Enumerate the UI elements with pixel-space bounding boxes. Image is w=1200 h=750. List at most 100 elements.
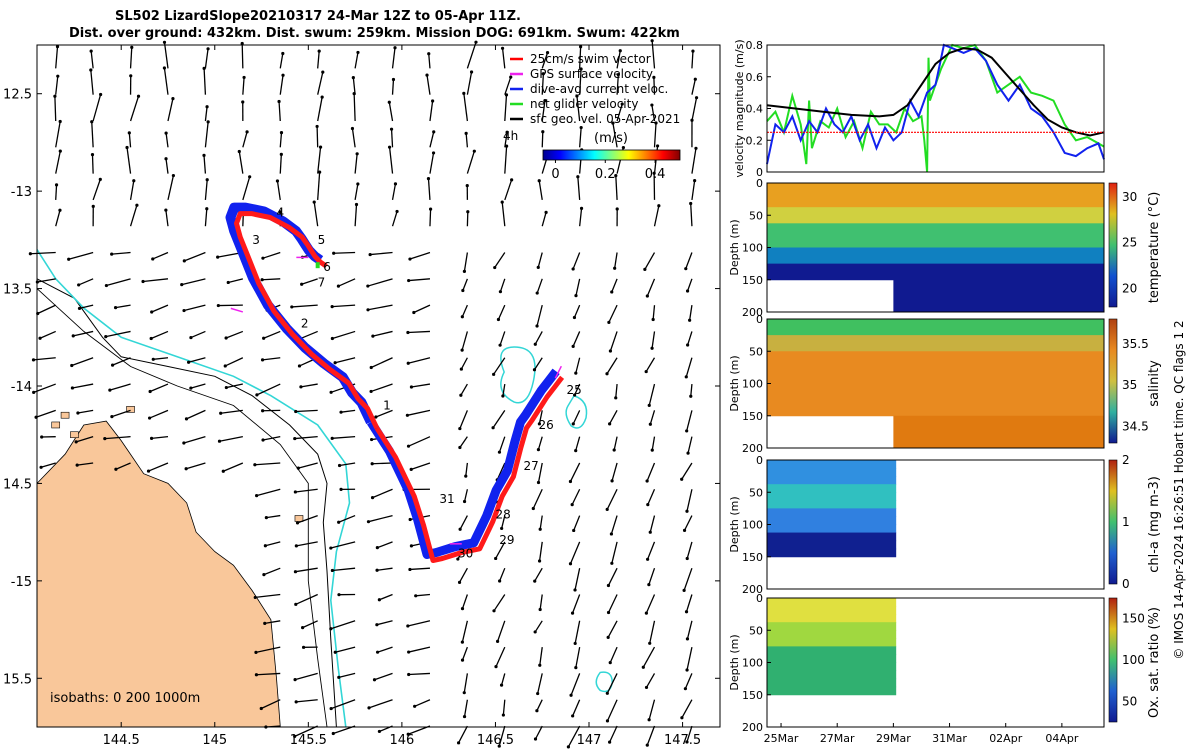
geo-vector [652,305,656,320]
geo-vector-head [263,621,267,625]
geo-vector [649,410,656,425]
geo-vector-head [641,665,645,669]
geo-vector-head [408,517,412,522]
geo-vector [377,541,393,549]
geo-vector [463,252,469,272]
colorbar-label-0: temperature (°C) [1147,192,1162,304]
profile-ylabel-0: Depth (m) [728,219,741,275]
geo-vector [407,330,430,334]
geo-vector [534,725,543,740]
geo-vector [536,699,543,711]
geo-vector-head [680,716,684,720]
geo-vector-head [216,255,220,259]
velocity-ytick-label-0: 0 [756,166,763,179]
geo-vector [295,593,318,605]
profile-band [767,359,1104,368]
geo-vector-head [461,288,465,293]
geo-vector-head [456,741,461,745]
legend-label-2: dive-avg current veloc. [530,82,668,96]
geo-vector-head [141,279,145,284]
geo-vector-head [610,561,614,565]
time-tick-label-3: 31Mar [932,732,967,745]
geo-vector [539,515,543,530]
geo-vector [411,383,431,388]
geo-vector [683,567,693,591]
geo-vector-head [262,336,266,340]
geo-vector [539,594,543,610]
geo-vector [686,725,693,743]
geo-vector [37,304,56,315]
geo-vector [609,331,618,352]
geo-vector-head [460,348,464,352]
geo-vector-head [110,252,114,256]
geo-vector-head [579,45,583,49]
footer-group: © IMOS 14-Apr-2024 16:26:51 Hobart time.… [1172,320,1186,659]
geo-vector [575,436,581,451]
geo-vector [499,331,506,346]
geo-vector-head [333,361,337,365]
depth-tick-label: 0 [756,592,763,605]
geo-vector-head [318,170,322,174]
geo-vector-head [369,389,373,394]
geo-vector [497,304,506,320]
track-swim-a [234,211,380,430]
geo-vector [54,96,57,122]
geo-vector [183,436,206,444]
geo-vector [685,357,693,378]
profile-deep-band [893,415,1104,448]
geo-vector-head [125,145,129,150]
geo-vector-head [606,635,610,639]
geo-vector-head [375,546,379,550]
geo-vector-head [331,731,335,736]
map-ytick-label-0: 12.5 [3,88,32,103]
geo-vector-head [569,693,573,697]
geo-vector [151,436,169,440]
geo-vector [163,67,169,95]
geo-vector-head [691,49,695,53]
geo-vector-head [293,570,298,574]
geo-vector [572,331,581,347]
geo-vector-head [337,463,342,468]
geo-vector [330,541,356,549]
geo-vector-head [104,335,108,339]
geo-vector-head [58,119,62,124]
geo-vector-head [643,267,647,271]
geo-vector [68,251,94,260]
map-ytick-label-6: 15.5 [3,672,32,687]
geo-vector-head [680,477,684,481]
track-label-25: 25 [567,383,582,397]
geo-vector [302,620,318,629]
geo-vector [690,203,693,227]
geo-vector-head [77,283,81,287]
geo-vector-head [330,568,334,573]
geo-vector-head [329,706,333,711]
geo-vector-head [579,67,583,71]
time-tick-label-5: 04Apr [1045,732,1079,745]
geo-vector [537,673,543,694]
geo-vector [607,594,618,613]
geo-vector [611,462,618,482]
geo-vector-head [91,204,95,208]
geo-vector-head [113,306,118,310]
geo-vector [651,436,656,451]
profile-band [767,271,1104,281]
track-label-29: 29 [499,533,514,547]
profile-band [767,407,1104,417]
geo-vector [106,278,131,287]
island-4 [126,406,135,413]
geo-vector [55,121,61,148]
geo-vector [301,278,318,285]
geo-vector [77,409,94,414]
geo-vector-head [369,365,373,370]
geo-vector [538,410,543,424]
geo-vector-head [536,448,541,452]
geo-vector [296,699,318,703]
geo-vector-head [498,343,502,347]
geo-vector-head [264,515,268,520]
geo-vector [493,357,506,375]
geo-vector-head [320,95,324,99]
track-label-1: 1 [383,398,391,412]
geo-vector-head [408,567,412,572]
geo-vector-head [458,445,462,450]
geo-vector [574,383,581,396]
